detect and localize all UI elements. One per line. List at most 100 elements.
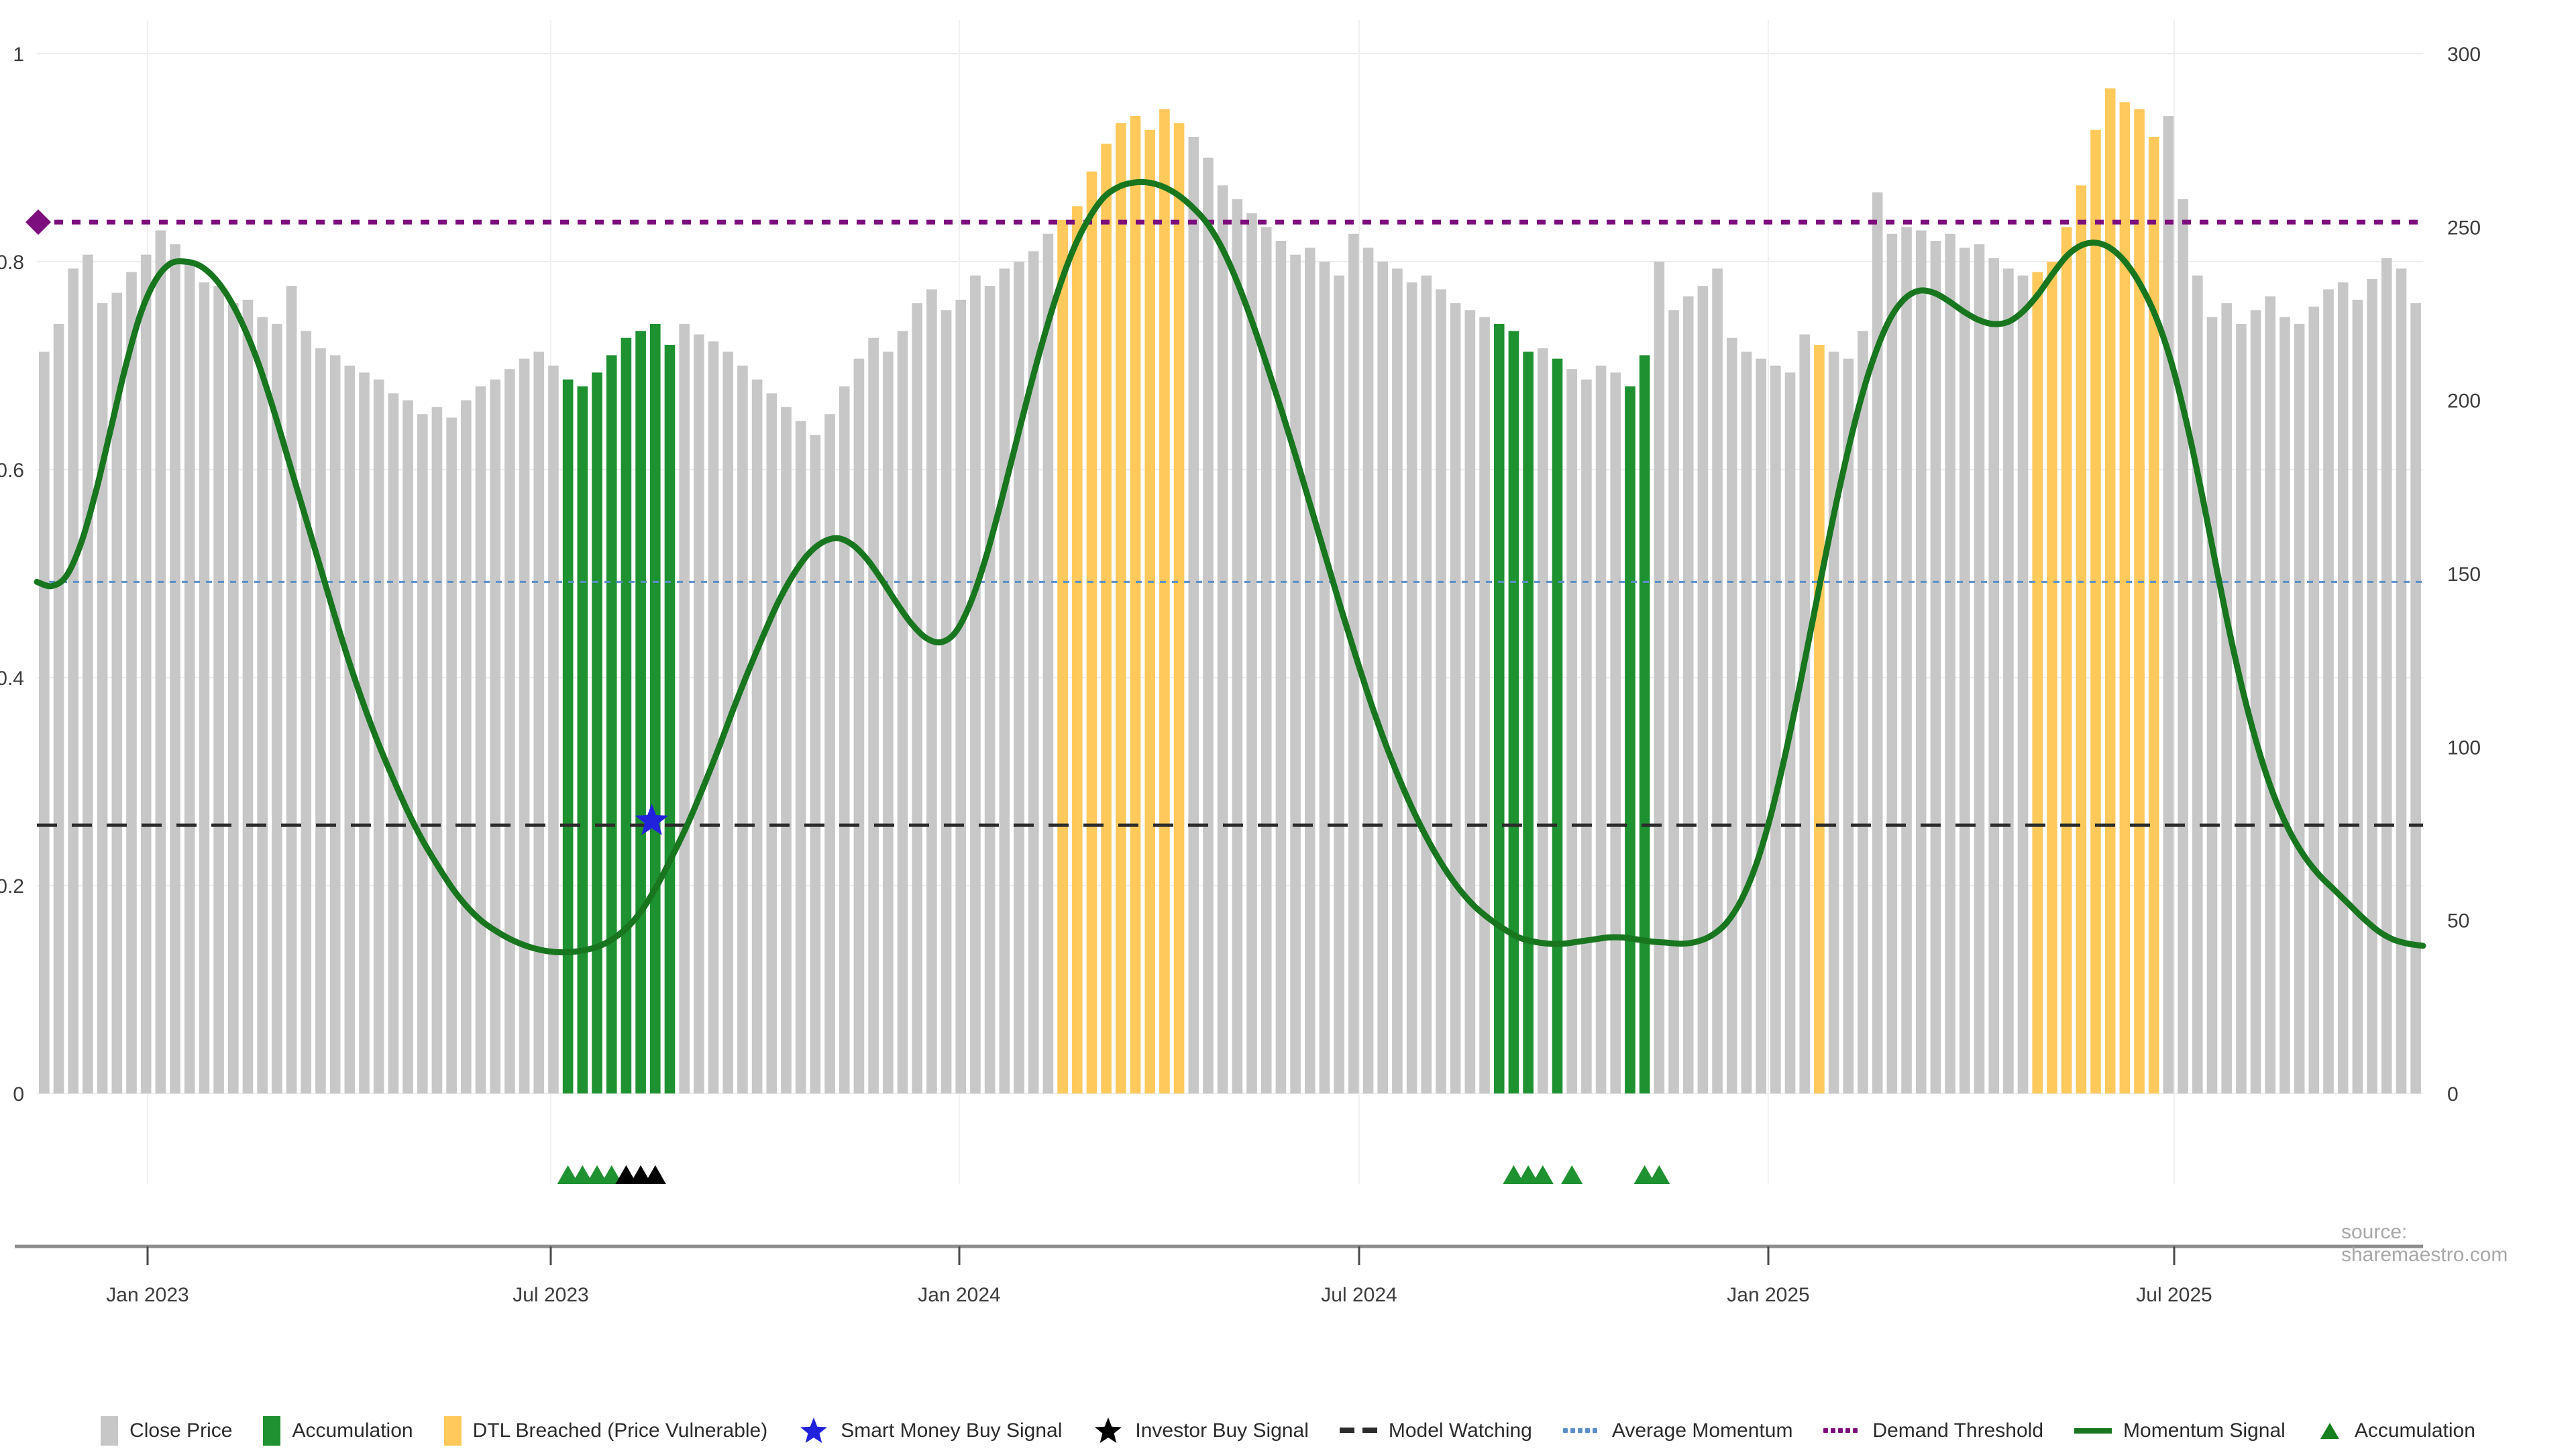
legend-item-accumulation[interactable]: Accumulation bbox=[263, 1416, 413, 1446]
price-bar[interactable] bbox=[1886, 233, 1898, 1094]
price-bar[interactable] bbox=[2119, 102, 2131, 1093]
price-bar[interactable] bbox=[1959, 248, 1970, 1093]
legend-item-demand-threshold[interactable]: Demand Threshold bbox=[1823, 1419, 2043, 1442]
price-bar[interactable] bbox=[708, 341, 719, 1093]
legend-item-model-watching[interactable]: Model Watching bbox=[1339, 1419, 1532, 1442]
price-bar[interactable] bbox=[2265, 296, 2276, 1094]
price-bar[interactable] bbox=[2279, 317, 2290, 1094]
legend-item-average-momentum[interactable]: Average Momentum bbox=[1562, 1419, 1792, 1442]
price-bar[interactable] bbox=[1682, 296, 1694, 1094]
price-bar[interactable] bbox=[1188, 137, 1199, 1093]
accumulation-triangle[interactable] bbox=[1648, 1165, 1670, 1184]
accumulation-triangle[interactable] bbox=[1517, 1165, 1540, 1184]
price-bar[interactable] bbox=[577, 386, 588, 1093]
price-bar[interactable] bbox=[897, 331, 908, 1093]
accumulation-triangle[interactable] bbox=[557, 1165, 579, 1184]
price-bar[interactable] bbox=[2076, 185, 2087, 1093]
price-bar[interactable] bbox=[1712, 268, 1723, 1093]
price-bar[interactable] bbox=[1246, 213, 1257, 1094]
price-bar[interactable] bbox=[737, 366, 748, 1093]
price-bar[interactable] bbox=[53, 324, 64, 1093]
price-bar[interactable] bbox=[227, 303, 239, 1093]
price-bar[interactable] bbox=[766, 393, 777, 1094]
price-bar[interactable] bbox=[2308, 307, 2320, 1094]
price-bar[interactable] bbox=[2003, 268, 2014, 1093]
price-bar[interactable] bbox=[751, 379, 763, 1093]
price-bar[interactable] bbox=[1843, 358, 1854, 1093]
price-bar[interactable] bbox=[781, 407, 792, 1093]
price-bar[interactable] bbox=[1421, 275, 1432, 1094]
price-bar[interactable] bbox=[548, 366, 559, 1093]
price-bar[interactable] bbox=[1101, 144, 1112, 1093]
price-bar[interactable] bbox=[359, 372, 370, 1094]
price-bar[interactable] bbox=[1436, 289, 1446, 1093]
price-bars[interactable] bbox=[39, 88, 2421, 1094]
price-bar[interactable] bbox=[1988, 258, 1999, 1093]
price-bar[interactable] bbox=[490, 379, 501, 1093]
price-bar[interactable] bbox=[1523, 352, 1534, 1094]
investor-buy-triangle[interactable] bbox=[630, 1165, 652, 1184]
price-bar[interactable] bbox=[1668, 310, 1679, 1093]
price-bar[interactable] bbox=[315, 348, 326, 1093]
price-bar[interactable] bbox=[2206, 317, 2218, 1094]
price-bar[interactable] bbox=[1290, 254, 1301, 1094]
investor-buy-triangle[interactable] bbox=[615, 1165, 637, 1184]
price-bar[interactable] bbox=[1566, 369, 1578, 1093]
price-bar[interactable] bbox=[1552, 358, 1563, 1093]
price-bar[interactable] bbox=[2236, 324, 2247, 1093]
price-bar[interactable] bbox=[2090, 129, 2101, 1094]
price-bar[interactable] bbox=[111, 292, 123, 1094]
smart-money-buy-star[interactable] bbox=[635, 803, 669, 835]
price-bar[interactable] bbox=[344, 366, 356, 1093]
price-bar[interactable] bbox=[1014, 262, 1024, 1093]
price-bar[interactable] bbox=[431, 407, 443, 1093]
price-bar[interactable] bbox=[2410, 303, 2421, 1093]
price-bar[interactable] bbox=[2381, 258, 2392, 1093]
price-bar[interactable] bbox=[941, 310, 952, 1093]
price-bar[interactable] bbox=[1799, 334, 1811, 1094]
price-bar[interactable] bbox=[2017, 275, 2029, 1094]
investor-buy-triangle[interactable] bbox=[644, 1165, 666, 1184]
price-bar[interactable] bbox=[1319, 262, 1330, 1093]
price-bar[interactable] bbox=[795, 421, 806, 1093]
legend-item-investor-buy-signal[interactable]: Investor Buy Signal bbox=[1093, 1415, 1309, 1446]
price-bar[interactable] bbox=[1595, 366, 1607, 1093]
accumulation-triangle[interactable] bbox=[600, 1165, 623, 1184]
price-bar[interactable] bbox=[664, 345, 676, 1093]
legend-item-close-price[interactable]: Close Price bbox=[101, 1416, 232, 1446]
price-bar[interactable] bbox=[83, 254, 93, 1094]
price-bar[interactable] bbox=[170, 244, 180, 1094]
price-bar[interactable] bbox=[1610, 372, 1621, 1094]
price-bar[interactable] bbox=[1872, 192, 1883, 1094]
price-bar[interactable] bbox=[2352, 299, 2363, 1093]
price-bar[interactable] bbox=[140, 254, 152, 1094]
price-bar[interactable] bbox=[1770, 366, 1781, 1093]
price-bar[interactable] bbox=[68, 268, 79, 1093]
price-bar[interactable] bbox=[562, 379, 574, 1093]
price-bar[interactable] bbox=[417, 414, 428, 1093]
price-bar[interactable] bbox=[1508, 331, 1519, 1093]
price-bar[interactable] bbox=[2047, 262, 2057, 1093]
price-bar[interactable] bbox=[2134, 109, 2145, 1094]
price-bar[interactable] bbox=[2178, 199, 2188, 1093]
price-bar[interactable] bbox=[533, 352, 545, 1094]
price-bar[interactable] bbox=[2061, 227, 2072, 1093]
price-bar[interactable] bbox=[1057, 220, 1068, 1093]
price-bar[interactable] bbox=[1334, 275, 1344, 1094]
price-bar[interactable] bbox=[926, 289, 937, 1093]
accumulation-triangle[interactable] bbox=[586, 1165, 608, 1184]
price-bar[interactable] bbox=[519, 358, 530, 1093]
accumulation-triangle[interactable] bbox=[1633, 1165, 1656, 1184]
price-bar[interactable] bbox=[155, 230, 166, 1094]
price-bar[interactable] bbox=[1144, 129, 1156, 1094]
price-bar[interactable] bbox=[970, 275, 981, 1094]
price-bar[interactable] bbox=[839, 386, 850, 1093]
price-bar[interactable] bbox=[810, 435, 821, 1093]
price-bar[interactable] bbox=[1581, 379, 1592, 1093]
price-bar[interactable] bbox=[2221, 303, 2233, 1093]
price-bar[interactable] bbox=[1654, 262, 1665, 1093]
price-bar[interactable] bbox=[955, 299, 967, 1093]
price-bar[interactable] bbox=[1377, 262, 1389, 1093]
price-bar[interactable] bbox=[1275, 241, 1287, 1093]
